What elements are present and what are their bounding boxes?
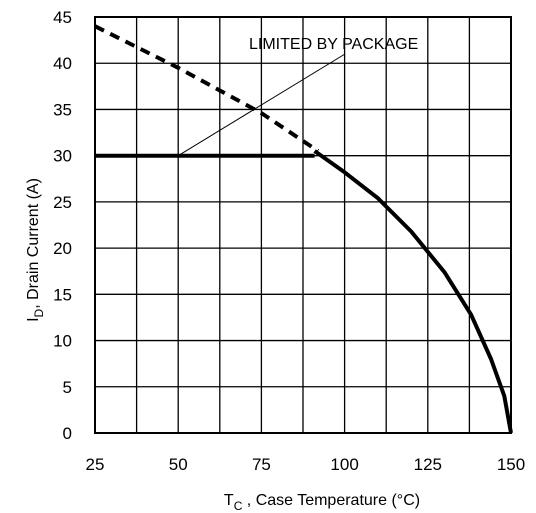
x-tick-label: 25: [86, 455, 105, 474]
annotation-label: LIMITED BY PACKAGE: [249, 36, 418, 53]
series-line-solid: [313, 149, 513, 434]
x-tick-label: 75: [252, 455, 271, 474]
y-tick-label: 35: [53, 100, 72, 119]
x-axis-title-rest: , Case Temperature (°C): [242, 492, 420, 509]
x-axis-title: TC , Case Temperature (°C): [224, 492, 420, 513]
y-tick-label: 40: [53, 54, 72, 73]
y-axis-title-sub: D: [32, 308, 46, 317]
y-tick-label: 30: [53, 147, 72, 166]
y-tick-labels: 0 5 10 15 20 25 30 35 40 45: [53, 8, 72, 443]
x-tick-label: 100: [330, 455, 358, 474]
y-tick-label: 45: [53, 8, 72, 27]
y-axis-title: ID, Drain Current (A): [25, 178, 46, 322]
plot-frame: [94, 16, 512, 434]
y-tick-label: 5: [63, 378, 72, 397]
x-axis-title-main: T: [224, 492, 234, 509]
x-tick-label: 125: [414, 455, 442, 474]
x-tick-label: 150: [497, 455, 525, 474]
series-lines: [94, 24, 513, 434]
y-axis-title-main: I: [25, 317, 42, 321]
y-tick-label: 0: [63, 424, 72, 443]
x-axis-title-sub: C: [234, 499, 243, 513]
x-tick-labels: 25 50 75 100 125 150: [86, 455, 526, 474]
series-line-dashed: [94, 24, 320, 153]
y-tick-label: 25: [53, 193, 72, 212]
y-axis-title-rest: , Drain Current (A): [25, 178, 42, 309]
y-tick-label: 15: [53, 285, 72, 304]
annotation-pointer-line: [177, 53, 346, 157]
y-tick-label: 20: [53, 239, 72, 258]
y-tick-label: 10: [53, 332, 72, 351]
x-tick-label: 50: [169, 455, 188, 474]
